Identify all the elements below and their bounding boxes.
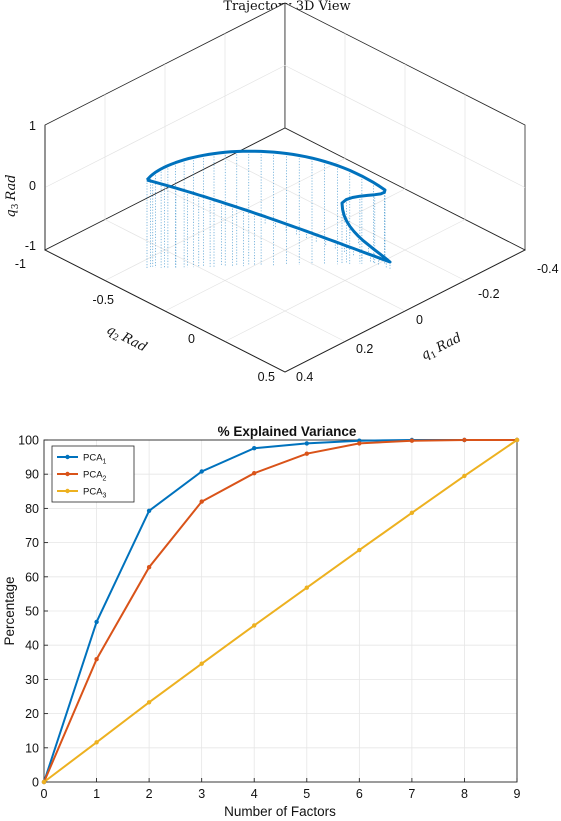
y-tick-label: 20 — [25, 707, 39, 721]
grid-line — [44, 65, 526, 188]
q2-axis-label: q2Rad — [103, 322, 149, 357]
series-lines — [41, 437, 520, 785]
data-point-pca3 — [357, 547, 362, 553]
x-tick-label: 8 — [461, 787, 468, 801]
data-point-pca3 — [409, 510, 415, 515]
trajectory-curve — [145, 149, 392, 270]
data-point-pca1 — [146, 508, 152, 513]
data-point-pca3 — [514, 437, 520, 443]
data-point-pca3 — [199, 661, 204, 666]
3d-box — [44, 2, 526, 373]
data-point-pca2 — [304, 451, 309, 456]
grid-line — [224, 219, 466, 342]
y-tick-label: 70 — [25, 536, 39, 550]
q1-tick-label: -0.2 — [478, 287, 500, 301]
x-tick-label: 5 — [303, 787, 310, 801]
q3-tick-label: 1 — [29, 119, 36, 133]
q1-tick-label: -0.4 — [537, 262, 559, 276]
trajectory-3d-plot: Trajectory 3D View 1 0 -1 -1 -0.5 0 0.5 … — [4, 0, 559, 384]
legend-label: PCA1 — [83, 453, 107, 466]
trajectory-line — [145, 149, 392, 264]
data-point-pca1 — [94, 619, 99, 625]
3d-axis-lines — [44, 125, 526, 373]
data-point-pca2 — [146, 565, 152, 570]
data-point-pca3 — [94, 740, 99, 745]
q3-tick-label: 0 — [29, 179, 36, 193]
data-point-pca1 — [252, 446, 257, 451]
q1-tick-label: 0.4 — [296, 370, 313, 384]
y-tick-label: 10 — [25, 741, 39, 755]
data-point-pca2 — [462, 437, 467, 443]
x-tick-label: 6 — [356, 787, 363, 801]
x-tick-label: 0 — [41, 787, 48, 801]
legend-swatch-marker — [65, 454, 70, 460]
y-tick-label: 80 — [25, 502, 39, 516]
data-point-pca3 — [304, 585, 309, 590]
data-point-pca1 — [199, 469, 204, 474]
legend-label: PCA2 — [83, 470, 107, 483]
data-point-pca2 — [357, 441, 362, 446]
x-tick-label: 4 — [251, 787, 258, 801]
series-line-pca2 — [43, 439, 517, 783]
data-point-pca3 — [146, 700, 152, 705]
q2-axis-line — [44, 249, 286, 373]
data-point-pca3 — [252, 623, 257, 628]
x-axis-label: Number of Factors — [224, 804, 336, 819]
legend-label: PCA3 — [83, 487, 107, 500]
q3-axis-label: q3Rad — [4, 174, 21, 217]
q2-tick-label: 0 — [188, 332, 195, 346]
y-tick-label: 50 — [25, 605, 39, 619]
q1-tick-label: 0 — [416, 313, 423, 327]
explained-variance-chart: % Explained Variance 0 1 2 3 4 5 6 7 8 9010203040… — [2, 424, 521, 819]
3d-tick-labels: 1 0 -1 -1 -0.5 0 0.5 -0.4 -0.2 0 0.2 0.4 — [15, 119, 559, 384]
y-tick-label: 0 — [32, 776, 39, 790]
x-tick-label: 7 — [408, 787, 415, 801]
x-tick-label: 3 — [198, 787, 205, 801]
legend-swatch-marker — [65, 488, 70, 494]
data-point-pca2 — [199, 499, 204, 504]
data-point-pca3 — [41, 779, 47, 785]
legend: PCA1 PCA2 PCA3 — [51, 445, 135, 503]
y-tick-label: 100 — [18, 434, 39, 448]
y-tick-label: 40 — [25, 639, 39, 653]
y-tick-label: 90 — [25, 468, 39, 482]
data-point-pca1 — [304, 441, 309, 446]
q2-tick-label: -0.5 — [92, 293, 114, 307]
q2-tick-label: 0.5 — [258, 370, 275, 384]
q1-tick-label: 0.2 — [356, 342, 373, 356]
x-tick-label: 1 — [93, 787, 100, 801]
legend-swatch-marker — [65, 471, 70, 477]
y-tick-label: 60 — [25, 570, 39, 584]
grid-line — [164, 188, 406, 312]
q3-tick-label: -1 — [25, 239, 36, 253]
x-tick-label: 2 — [146, 787, 153, 801]
data-point-pca2 — [409, 438, 415, 443]
y-tick-label: 30 — [25, 673, 39, 687]
q1-axis-line — [284, 249, 526, 373]
3d-grid — [44, 33, 526, 342]
series-line-pca3 — [43, 439, 518, 783]
q2-tick-label: -1 — [15, 257, 26, 271]
x-tick-label: 9 — [514, 787, 521, 801]
data-point-pca2 — [94, 657, 99, 662]
q1-axis-label: q1Rad — [419, 330, 465, 365]
data-point-pca2 — [252, 471, 257, 476]
data-point-pca3 — [462, 473, 467, 479]
y-axis-label: Percentage — [2, 576, 17, 645]
chart-title: % Explained Variance — [218, 424, 357, 439]
